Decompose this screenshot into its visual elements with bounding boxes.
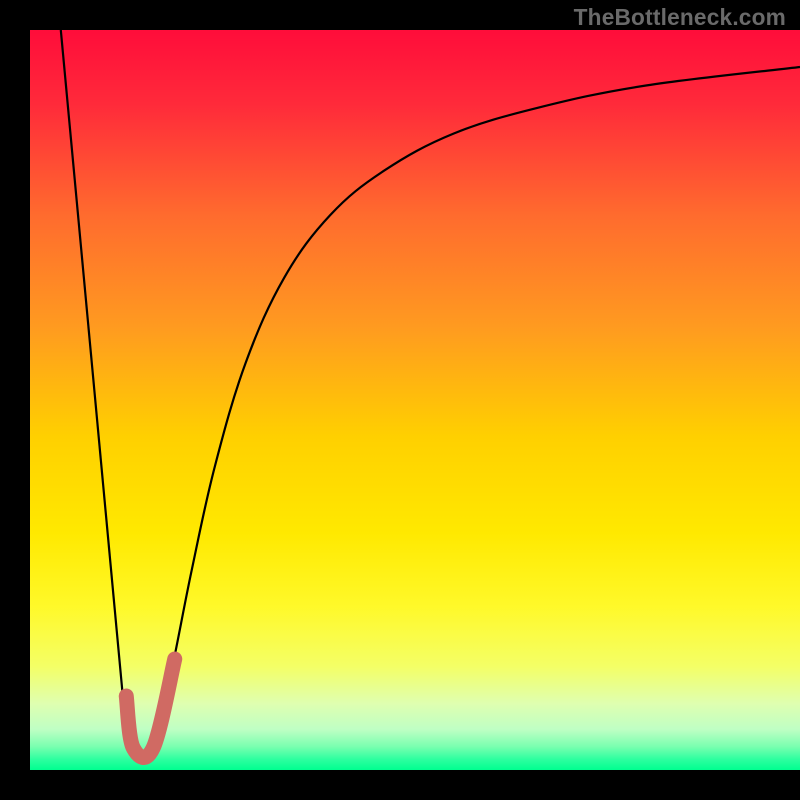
series-left-descent: [61, 30, 126, 733]
plot-area: [30, 30, 800, 770]
valley-marker: [126, 659, 175, 757]
curves-layer: [30, 30, 800, 770]
watermark-text: TheBottleneck.com: [574, 4, 786, 31]
chart-container: TheBottleneck.com: [0, 0, 800, 800]
series-right-ascent: [157, 67, 800, 733]
